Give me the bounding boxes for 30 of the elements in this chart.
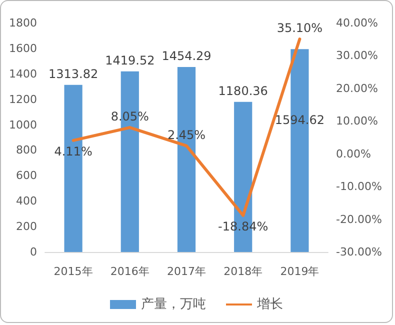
legend-label: 增长: [256, 297, 283, 312]
y2-tick-label: 20.00%: [336, 82, 378, 95]
x-tick-label: 2015年: [54, 265, 93, 278]
data-label: 1180.36: [218, 84, 268, 98]
x-tick-label: 2017年: [167, 265, 206, 278]
y-tick-label: 200: [16, 220, 37, 234]
x-tick-label: 2016年: [110, 265, 150, 278]
y2-tick-label: 0.00%: [336, 147, 371, 160]
y2-tick-label: 40.00%: [336, 16, 378, 30]
y-tick-label: 1800: [9, 16, 37, 30]
x-tick-label: 2018年: [224, 265, 263, 278]
y-tick-label: 400: [16, 194, 37, 208]
data-label: 1313.82: [48, 66, 98, 81]
y2-tick-label: -30.00%: [336, 246, 382, 258]
y2-tick-label: -10.00%: [336, 180, 382, 194]
y2-tick-label: 30.00%: [336, 49, 378, 62]
legend-label: 产量，万吨: [141, 297, 206, 312]
data-label: 35.10%: [276, 21, 323, 36]
y-tick-label: 600: [16, 169, 37, 182]
y2-tick-label: -20.00%: [336, 212, 382, 226]
x-tick-label: 2019年: [280, 265, 320, 278]
y-tick-label: 1000: [9, 118, 37, 132]
y-tick-label: 1200: [9, 92, 37, 106]
data-label: 1419.52: [105, 53, 155, 68]
y2-tick-label: 10.00%: [336, 114, 378, 128]
y-tick-label: 1600: [9, 42, 37, 55]
y-tick-label: 800: [16, 144, 37, 157]
y-tick-label: 1400: [9, 67, 37, 80]
y-tick-label: 0: [30, 246, 37, 258]
data-label: 1454.29: [162, 48, 212, 63]
